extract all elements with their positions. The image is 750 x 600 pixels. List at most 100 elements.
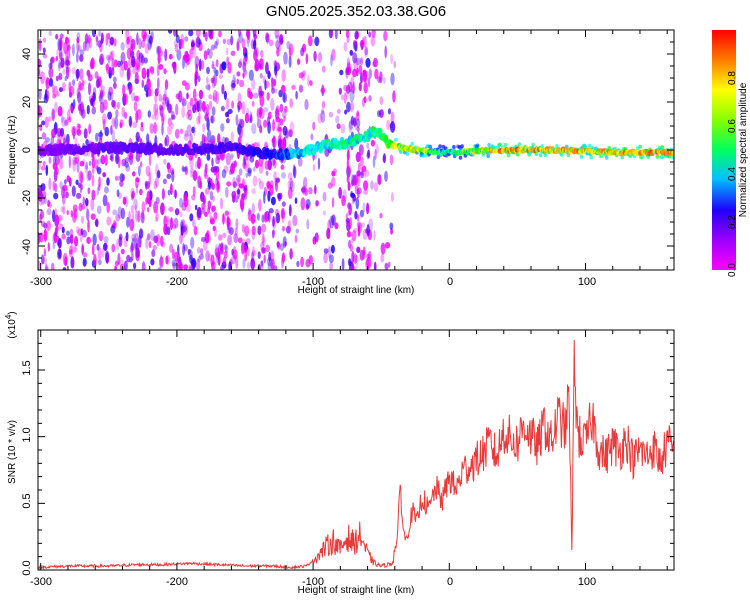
spectrogram-cell (99, 53, 105, 65)
spectrogram-cell (246, 36, 251, 44)
spectrogram-cell (135, 210, 139, 222)
spectrogram-cell (270, 98, 275, 111)
spectrogram-cell (308, 187, 313, 195)
spectrogram-cell (119, 264, 125, 270)
spectrogram-cell (40, 71, 45, 85)
spectrogram-cell (220, 105, 225, 112)
spectrogram-cell (226, 38, 231, 46)
spectrogram-cell (252, 40, 257, 50)
spectrogram-cell (309, 80, 313, 86)
spectrogram-cell (88, 123, 92, 135)
y-tick-label: 20 (21, 96, 33, 108)
spectrogram-cell (638, 144, 642, 149)
spectrogram-cell (295, 90, 298, 100)
spectrogram-cell (356, 126, 360, 133)
spectrogram-cell (281, 252, 286, 264)
spectrogram-cell (125, 231, 129, 242)
spectrogram-cell (132, 171, 136, 177)
spectrogram-cell (373, 57, 378, 68)
spectrogram-cell (167, 117, 173, 127)
spectrogram-cell (307, 149, 312, 156)
spectrogram-cell (341, 94, 344, 101)
spectrogram-cell (263, 191, 266, 204)
spectrogram-cell (171, 248, 175, 260)
spectrogram-cell (168, 206, 174, 212)
spectrogram-cell (361, 222, 365, 228)
spectrogram-cell (140, 161, 143, 168)
spectrogram-cell (292, 214, 298, 227)
spectrogram-cell (331, 170, 336, 177)
y-tick-label: 0 (21, 147, 33, 153)
spectrogram-cell (357, 224, 361, 237)
spectrogram-cell (331, 48, 336, 61)
spectrogram-cell (289, 248, 293, 260)
spectrogram-cell (40, 209, 45, 220)
spectrogram-cell (251, 123, 257, 135)
spectrogram-cell (103, 236, 109, 244)
spectrogram-cell (161, 123, 164, 136)
spectrogram-cell (178, 90, 183, 103)
spectrogram-cell (103, 186, 109, 194)
spectrogram-cell (340, 123, 346, 134)
spectrogram-cell (48, 156, 52, 164)
spectrogram-cell (96, 167, 102, 175)
spectrogram-cell (205, 250, 210, 262)
spectrogram-cell (198, 89, 204, 100)
spectrogram-cell (346, 150, 350, 161)
spectrogram-cell (144, 31, 148, 40)
spectrogram-cell (231, 190, 237, 199)
spectrogram-cell (458, 155, 463, 160)
spectrogram-cell (236, 71, 241, 77)
spectrogram-cell (135, 131, 140, 143)
spectrogram-cell (65, 133, 70, 146)
spectrogram-cell (221, 83, 225, 95)
spectrogram-cell (298, 72, 304, 79)
spectrogram-cell (346, 230, 352, 238)
spectrogram-cell (655, 154, 660, 159)
spectrogram-cell (301, 187, 306, 193)
spectrogram-cell (258, 163, 264, 174)
spectrogram-cell (181, 165, 185, 172)
spectrogram-cell (371, 30, 376, 39)
spectrogram-cell (272, 135, 276, 149)
spectrogram-cell (80, 171, 84, 184)
spectrogram-cell (109, 51, 113, 62)
spectrogram-cell (66, 66, 70, 80)
spectrogram-cell (288, 55, 292, 68)
spectrogram-cell (385, 242, 391, 249)
spectrogram-cell (233, 233, 239, 244)
spectrogram-cell (236, 174, 241, 183)
spectrogram-cell (216, 180, 220, 191)
spectrogram-cell (138, 37, 142, 50)
spectrogram-cell (56, 91, 60, 97)
y-tick-label: -20 (21, 190, 33, 206)
spectrogram-cell (267, 190, 271, 202)
spectrogram-cell (38, 38, 42, 52)
spectrogram-cell (208, 100, 213, 110)
spectrogram-cell (306, 219, 310, 230)
spectrogram-cell (237, 237, 243, 244)
spectrogram-cell (190, 257, 194, 266)
spectrogram-cell (135, 151, 141, 162)
spectrogram-cell (203, 169, 207, 178)
spectrogram-cell (163, 215, 168, 228)
spectrogram-cell (120, 248, 125, 255)
spectrogram-cell (123, 93, 128, 106)
spectrogram-cell (384, 170, 388, 182)
spectrogram-cell (212, 225, 216, 232)
spectrogram-cell (363, 189, 369, 196)
y-axis-label: Frequency (Hz) (7, 116, 18, 185)
spectrogram-cell (216, 178, 219, 191)
spectrogram-cell (88, 160, 92, 166)
spectrogram-cell (196, 100, 200, 113)
spectrogram-cell (174, 251, 179, 262)
spectrogram-cell (64, 119, 68, 127)
spectrogram-cell (210, 77, 215, 84)
spectrogram-cell (399, 149, 403, 154)
spectrogram-cell (364, 48, 368, 58)
spectrogram-cell (236, 177, 240, 187)
spectrogram-cell (55, 55, 59, 62)
spectrogram-cell (86, 236, 91, 244)
spectrogram-cell (225, 47, 229, 56)
spectrogram-cell (62, 69, 67, 75)
